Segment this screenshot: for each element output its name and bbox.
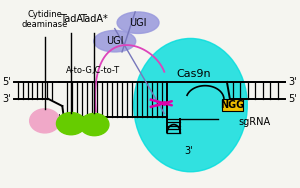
Ellipse shape xyxy=(56,113,86,135)
Text: Cas9n: Cas9n xyxy=(176,69,211,79)
Text: UGI: UGI xyxy=(106,36,124,46)
Text: sgRNA: sgRNA xyxy=(238,117,271,127)
Text: 5': 5' xyxy=(288,94,297,104)
Text: 3': 3' xyxy=(184,146,193,156)
Text: Cytidine
deaminase: Cytidine deaminase xyxy=(22,10,68,29)
Text: 5': 5' xyxy=(52,114,61,124)
Ellipse shape xyxy=(94,30,136,52)
Text: UGI: UGI xyxy=(129,18,147,28)
Ellipse shape xyxy=(117,12,159,33)
Ellipse shape xyxy=(80,113,109,136)
FancyBboxPatch shape xyxy=(222,99,243,111)
Text: NGG: NGG xyxy=(220,100,244,110)
Text: A-to-G,C-to-T: A-to-G,C-to-T xyxy=(66,66,120,75)
Text: 3': 3' xyxy=(3,94,11,104)
Text: TadA*: TadA* xyxy=(80,14,108,24)
Text: 5': 5' xyxy=(3,77,11,87)
Text: TadA: TadA xyxy=(59,14,83,24)
Ellipse shape xyxy=(134,38,247,172)
Ellipse shape xyxy=(30,109,60,133)
Text: 3': 3' xyxy=(288,77,297,87)
